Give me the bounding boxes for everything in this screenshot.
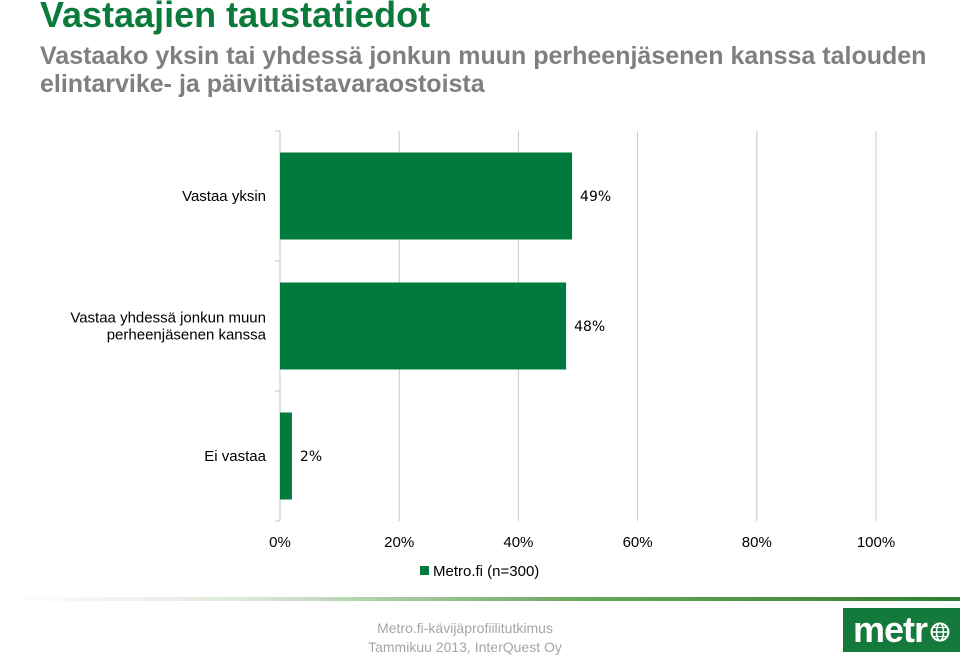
logo-wordmark: metr (852, 609, 928, 650)
metro-logo: metr (843, 608, 960, 652)
footer-divider (0, 597, 960, 601)
x-tick-label: 60% (623, 534, 653, 551)
data-label: 48% (574, 319, 605, 335)
category-label: Ei vastaa (204, 448, 266, 465)
legend-swatch (420, 566, 429, 575)
footer-date-company: Tammikuu 2013, InterQuest Oy (368, 639, 562, 655)
category-label: perheenjäsenen kanssa (107, 327, 267, 344)
x-tick-label: 80% (742, 534, 772, 551)
x-tick-label: 20% (384, 534, 414, 551)
bar (280, 282, 567, 370)
bar (280, 152, 573, 240)
footer-study-name: Metro.fi-kävijäprofiilitutkimus (377, 620, 553, 636)
bar (280, 412, 292, 500)
category-label: Vastaa yksin (182, 188, 266, 205)
slide-subtitle: Vastaako yksin tai yhdessä jonkun muun p… (40, 42, 927, 98)
legend-label: Metro.fi (n=300) (433, 563, 539, 580)
data-label: 49% (580, 189, 611, 205)
data-label: 2% (300, 449, 322, 465)
slide-title: Vastaajien taustatiedot (40, 0, 431, 35)
x-tick-label: 40% (503, 534, 533, 551)
x-tick-label: 100% (857, 534, 895, 551)
bar-chart: 0% 20% 40% 60% 80% 100% 49% Vastaa yksin 48% Vast… (70, 130, 895, 580)
x-tick-label: 0% (269, 534, 291, 551)
footer-credits: Metro.fi-kävijäprofiilitutkimus Tammikuu… (330, 619, 600, 657)
category-label: Vastaa yhdessä jonkun muun (70, 310, 266, 327)
globe-icon (930, 622, 950, 642)
